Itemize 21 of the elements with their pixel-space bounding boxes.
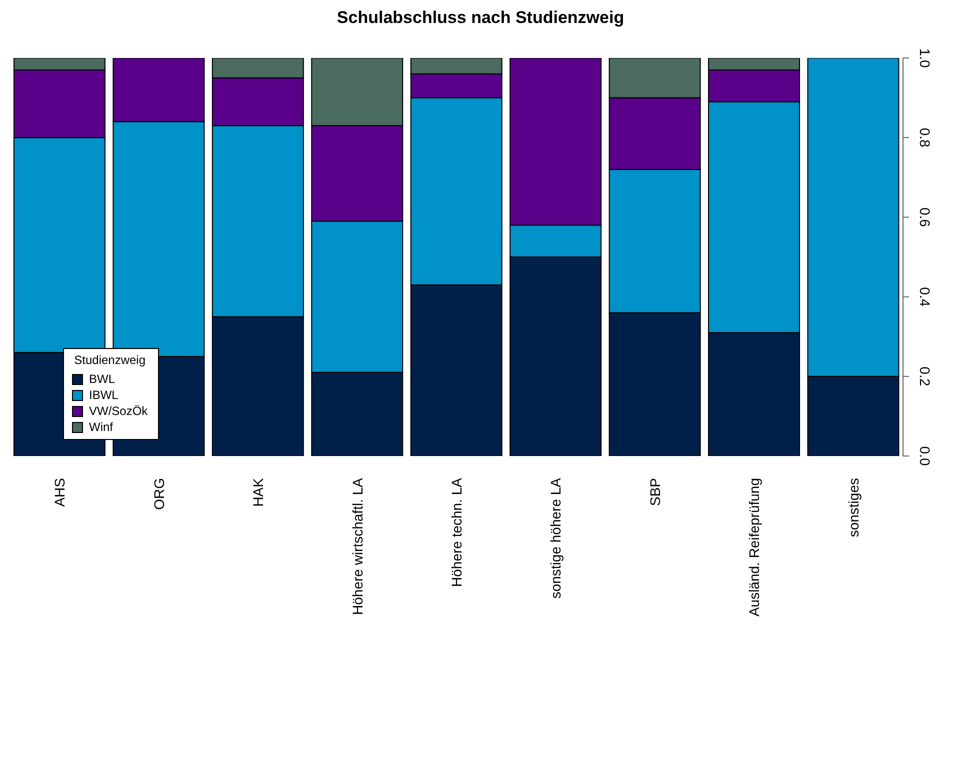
y-tick-label: 0.8	[917, 128, 933, 148]
x-tick-label: Ausländ. Reifeprüfung	[746, 478, 762, 617]
legend-label: IBWL	[89, 387, 118, 403]
y-tick-label: 0.4	[917, 287, 933, 307]
x-tick-label: SBP	[646, 478, 663, 506]
x-tick-label: sonstiges	[845, 478, 862, 538]
legend-label: BWL	[89, 371, 116, 387]
x-tick-label: AHS	[52, 478, 68, 507]
legend-label: VW/SozÖk	[89, 403, 148, 419]
x-tick-label: sonstige höhere LA	[548, 477, 564, 599]
y-tick-label: 1.0	[917, 48, 933, 68]
x-tick-label: ORG	[150, 478, 167, 510]
chart-title: Schulabschluss nach Studienzweig	[336, 8, 626, 29]
y-tick-label: 0.2	[917, 366, 933, 386]
x-tick-label: Höhere wirtschaftl. LA	[349, 477, 366, 615]
legend-label: Winf	[89, 419, 113, 435]
x-tick-label: HAK	[250, 477, 266, 507]
legend-title: Studienzweig	[73, 353, 147, 367]
y-tick-label: 0.6	[917, 207, 933, 228]
x-tick-label: Höhere techn. LA	[448, 477, 464, 587]
y-tick-label: 0.0	[917, 446, 933, 466]
